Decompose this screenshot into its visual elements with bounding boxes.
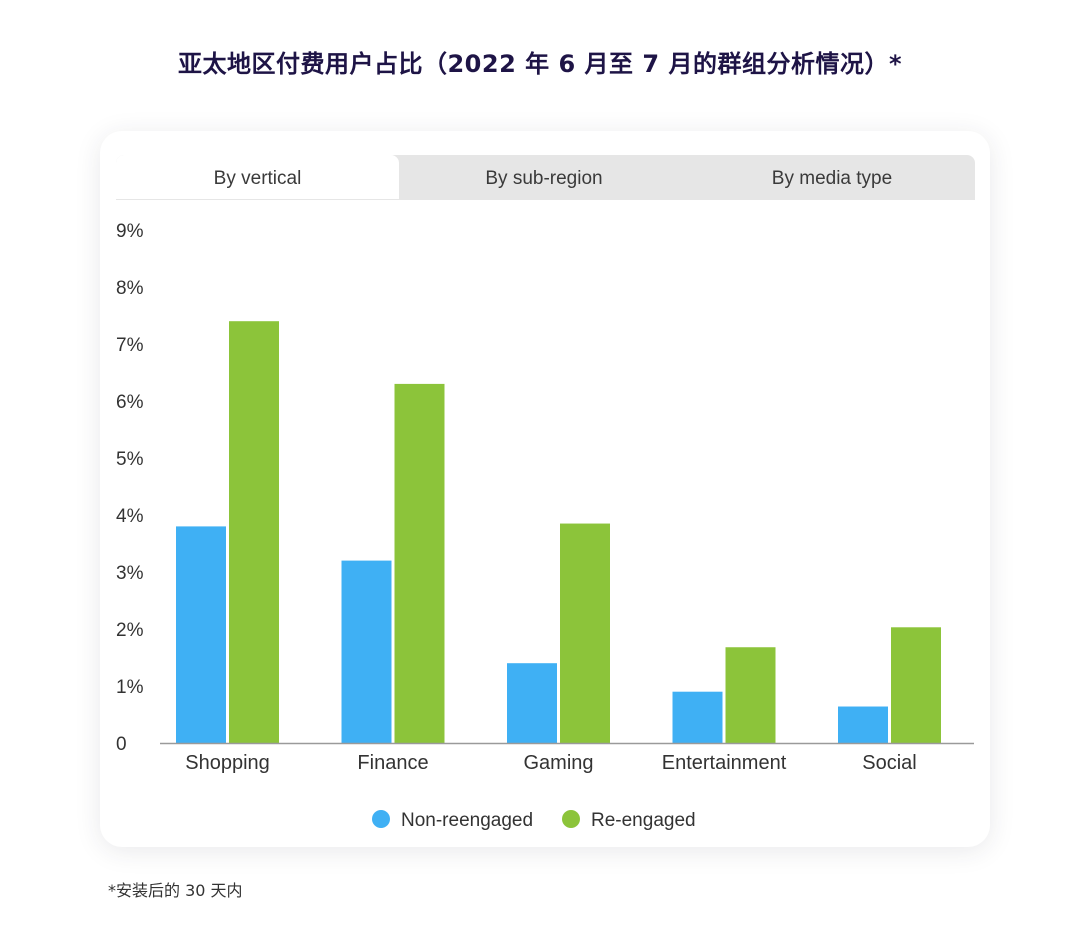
bar-re-engaged [560, 523, 610, 743]
legend-label: Re-engaged [591, 810, 696, 831]
x-tick-label: Shopping [185, 752, 270, 774]
bar-re-engaged [891, 627, 941, 743]
y-tick-label: 4% [116, 506, 144, 527]
bar-non-reengaged [507, 663, 557, 743]
y-tick-label: 0 [116, 734, 127, 755]
bar-re-engaged [229, 321, 279, 743]
y-tick-label: 1% [116, 677, 144, 698]
bar-re-engaged [725, 647, 776, 743]
y-tick-label: 9% [116, 221, 144, 242]
tab-by-sub-region[interactable]: By sub-region [485, 168, 603, 189]
footnote: *安装后的 30 天内 [108, 881, 243, 900]
legend-marker-re-engaged [562, 810, 580, 828]
chart-title: 亚太地区付费用户占比（2022 年 6 月至 7 月的群组分析情况）* [177, 50, 903, 78]
y-tick-label: 3% [116, 563, 144, 584]
tab-by-media-type[interactable]: By media type [771, 168, 893, 189]
y-tick-label: 2% [116, 620, 144, 641]
x-tick-label: Social [862, 752, 916, 774]
bar-non-reengaged [341, 560, 392, 743]
bar-non-reengaged [838, 706, 888, 743]
bar-non-reengaged [672, 691, 723, 743]
y-tick-label: 8% [116, 278, 144, 299]
x-tick-label: Gaming [523, 752, 593, 774]
bar-non-reengaged [176, 526, 226, 743]
tab-bar: By vertical By sub-region By media type [116, 155, 975, 200]
bar-re-engaged [394, 383, 445, 743]
y-tick-label: 6% [116, 392, 144, 413]
tab-by-vertical[interactable]: By vertical [116, 155, 399, 200]
x-tick-label: Finance [357, 752, 428, 774]
legend-marker-non-reengaged [372, 810, 390, 828]
y-tick-label: 7% [116, 335, 144, 356]
y-tick-label: 5% [116, 449, 144, 470]
legend-label: Non-reengaged [401, 810, 533, 831]
x-tick-label: Entertainment [662, 752, 787, 774]
